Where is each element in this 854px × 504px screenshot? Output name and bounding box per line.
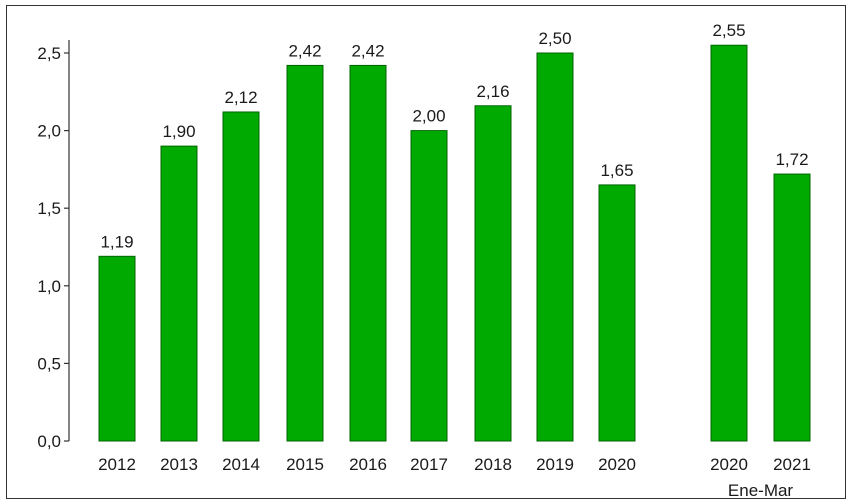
category-label: 2012 bbox=[98, 455, 136, 474]
data-label: 1,72 bbox=[775, 150, 808, 169]
bar bbox=[536, 52, 574, 442]
bar bbox=[710, 44, 748, 442]
category-label: 2021 bbox=[773, 455, 811, 474]
bar bbox=[222, 111, 260, 442]
group-label: Ene-Mar bbox=[728, 481, 794, 500]
bar bbox=[286, 64, 324, 442]
bar bbox=[474, 105, 512, 442]
labels: 1,19 2012 1,90 2013 2,12 2014 2,42 2015 2,42 2016… bbox=[98, 21, 811, 500]
category-label: 2018 bbox=[474, 455, 512, 474]
category-label: 2013 bbox=[160, 455, 198, 474]
y-tick-label: 0,5 bbox=[37, 354, 61, 373]
bar bbox=[598, 184, 636, 442]
data-label: 2,50 bbox=[538, 29, 571, 48]
category-label: 2016 bbox=[349, 455, 387, 474]
data-label: 2,42 bbox=[351, 41, 384, 60]
data-label: 1,65 bbox=[600, 161, 633, 180]
bar bbox=[349, 64, 387, 442]
data-label: 2,00 bbox=[412, 107, 445, 126]
bar bbox=[160, 145, 198, 442]
bars bbox=[98, 44, 811, 442]
bar bbox=[773, 173, 811, 442]
category-label: 2017 bbox=[410, 455, 448, 474]
category-label: 2020 bbox=[710, 455, 748, 474]
data-label: 2,42 bbox=[288, 41, 321, 60]
y-tick-label: 2,5 bbox=[37, 44, 61, 63]
data-label: 2,16 bbox=[476, 82, 509, 101]
category-label: 2019 bbox=[536, 455, 574, 474]
data-label: 1,90 bbox=[162, 122, 195, 141]
data-label: 1,19 bbox=[100, 232, 133, 251]
category-label: 2015 bbox=[286, 455, 324, 474]
category-label: 2014 bbox=[222, 455, 260, 474]
y-tick-label: 2,0 bbox=[37, 122, 61, 141]
y-tick-label: 0,0 bbox=[37, 432, 61, 451]
category-label: 2020 bbox=[598, 455, 636, 474]
bar bbox=[410, 130, 448, 442]
y-axis: 0,0 0,5 1,0 1,5 2,0 2,5 bbox=[37, 40, 70, 451]
data-label: 2,12 bbox=[224, 88, 257, 107]
data-label: 2,55 bbox=[712, 21, 745, 40]
y-tick-label: 1,5 bbox=[37, 199, 61, 218]
bar bbox=[98, 255, 136, 442]
y-tick-label: 1,0 bbox=[37, 277, 61, 296]
